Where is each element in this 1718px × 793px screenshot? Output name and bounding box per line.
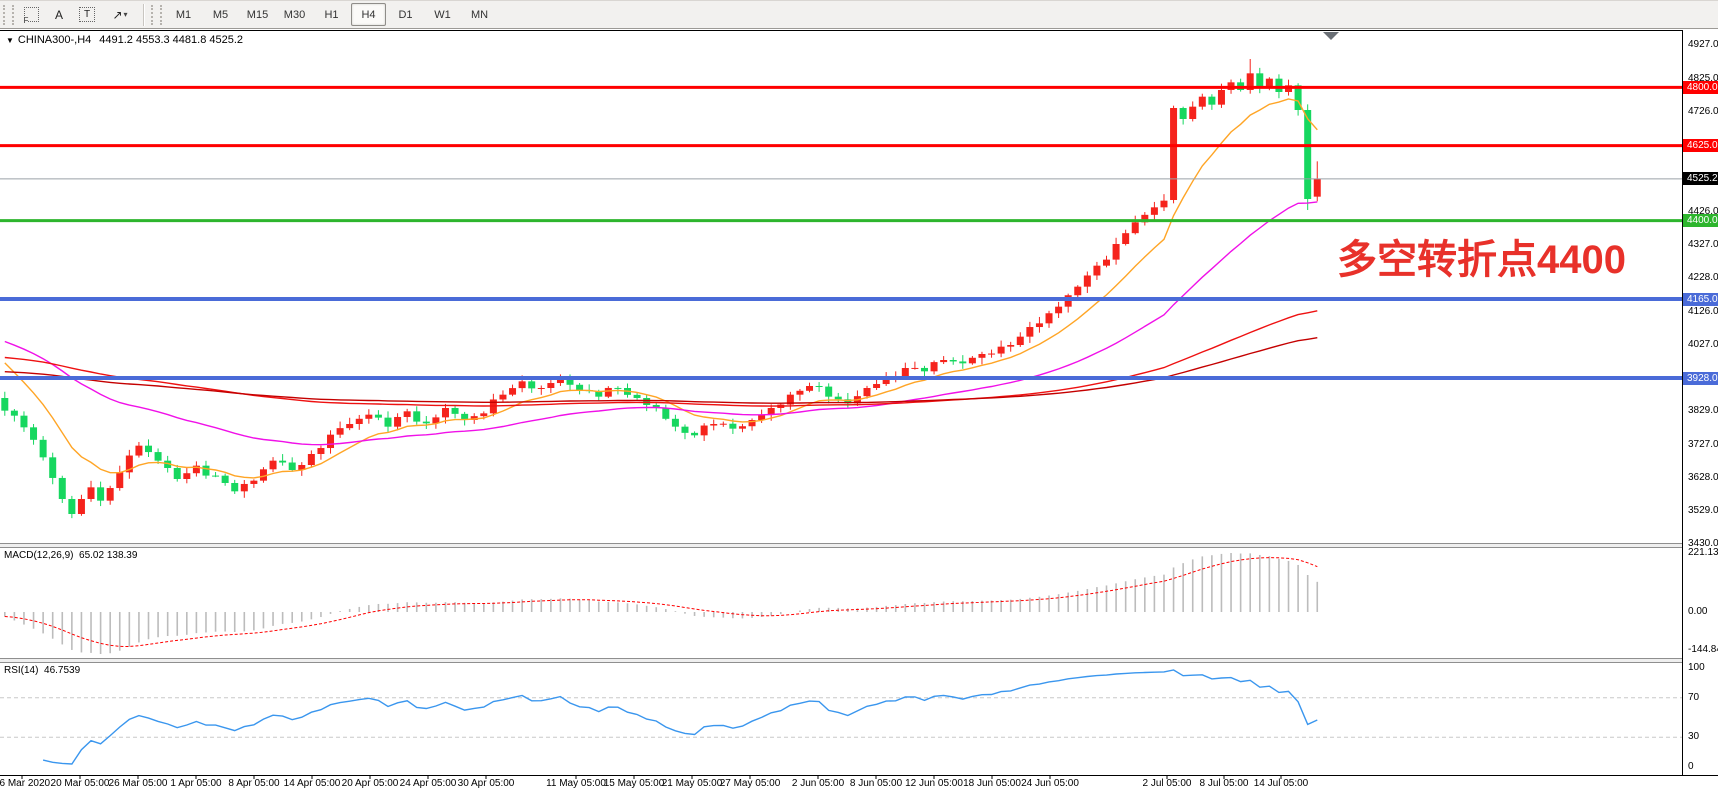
time-axis-label: 14 Apr 05:00 [283, 778, 341, 789]
top-toolbar: F A T ↗ ▾ M1 M5 M15 M30 H1 H4 D1 W1 MN [0, 0, 1718, 29]
timeframe-button-MN[interactable]: MN [470, 8, 489, 21]
symbol-ohlc-values: 4491.2 4553.3 4481.8 4525.2 [99, 34, 244, 46]
time-axis-label: 20 Apr 05:00 [341, 778, 399, 789]
chart-top-border [0, 30, 1718, 31]
price-tag-4800.0: 4800.0 [1683, 80, 1718, 94]
time-axis-label: 2 Jun 05:00 [791, 778, 845, 789]
price-tick-label: 3727.0 [1688, 439, 1718, 450]
time-axis-label: 16 Mar 2020 [0, 778, 51, 789]
time-axis-label: 27 May 05:00 [719, 778, 781, 789]
time-axis-label: 18 Jun 05:00 [963, 778, 1021, 789]
timeframe-button-M5[interactable]: M5 [212, 8, 229, 21]
rsi-axis-label: 0 [1688, 761, 1694, 772]
price-tag-4400.0: 4400.0 [1683, 214, 1718, 228]
time-axis-label: 12 Jun 05:00 [905, 778, 963, 789]
time-axis-label: 30 Apr 05:00 [457, 778, 515, 789]
rsi-panel-splitter[interactable] [0, 658, 1718, 663]
toolbar-drag-handle[interactable] [3, 4, 14, 25]
arrow-objects-tool-button[interactable]: ↗ ▾ [102, 3, 138, 27]
letter-a-icon: A [54, 7, 63, 22]
price-tick-label: 4426.0 [1688, 206, 1718, 217]
time-axis-label: 14 Jul 05:00 [1253, 778, 1309, 789]
price-axis[interactable]: 4927.0 4825.0 4726.0 4426.0 4327.0 4228.0 4126… [1683, 30, 1718, 775]
chevron-down-icon: ▾ [123, 10, 128, 19]
price-tick-label: 3628.0 [1688, 472, 1718, 483]
chart-annotation-text[interactable]: 多空转折点4400 [1337, 238, 1626, 282]
price-tick-label: 3529.0 [1688, 505, 1718, 516]
timeframe-button-H4[interactable]: H4 [351, 3, 386, 26]
time-axis-label: 8 Jun 05:00 [849, 778, 903, 789]
macd-axis-label: 0.00 [1688, 606, 1708, 617]
timeframe-button-M1[interactable]: M1 [175, 8, 192, 21]
dashed-box-f-icon: F [23, 7, 39, 25]
time-axis-label: 11 May 05:00 [546, 778, 606, 789]
drawing-tools-group: F A T ↗ ▾ [17, 1, 139, 28]
time-axis-label: 15 May 05:00 [603, 778, 665, 789]
price-tick-label: 4825.0 [1688, 73, 1718, 84]
price-tick-label: 4126.0 [1688, 306, 1718, 317]
price-tick-label: 3829.0 [1688, 405, 1718, 416]
price-tick-label: 4027.0 [1688, 339, 1718, 350]
price-tag-4165.0: 4165.0 [1683, 292, 1718, 306]
price-tick-label: 4927.0 [1688, 39, 1718, 50]
time-axis-label: 21 May 05:00 [661, 778, 723, 789]
symbol-name: CHINA300-,H4 [17, 34, 92, 46]
boxed-t-icon: T [79, 7, 95, 22]
price-tick-label: 4327.0 [1688, 239, 1718, 250]
ma-medium [4, 201, 1318, 446]
rsi-axis-label: 100 [1688, 662, 1705, 673]
macd-axis-label: -144.84 [1688, 644, 1718, 655]
time-axis-label: 8 Jul 05:00 [1199, 778, 1249, 789]
toolbar-separator [143, 3, 144, 26]
timeframe-button-M15[interactable]: M15 [246, 8, 269, 21]
time-axis-label: 24 Jun 05:00 [1021, 778, 1079, 789]
price-tick-label: 3430.0 [1688, 538, 1718, 549]
arrow-objects-icon: ↗ [112, 7, 123, 22]
macd-axis-label: 221.13 [1688, 547, 1718, 558]
price-tick-label: 4228.0 [1688, 272, 1718, 283]
price-tick-label: 4726.0 [1688, 106, 1718, 117]
rsi-axis-label: 30 [1688, 731, 1700, 742]
chart-shift-marker-icon[interactable] [1323, 32, 1339, 40]
rsi-label: RSI(14) 46.7539 [4, 665, 81, 676]
time-axis-label: 24 Apr 05:00 [399, 778, 457, 789]
symbol-dropdown-icon[interactable]: ▼ [6, 35, 14, 45]
timeframe-drag-handle[interactable] [151, 4, 162, 25]
text-box-tool-button[interactable]: T [74, 3, 100, 27]
price-tag-3928.0: 3928.0 [1683, 371, 1718, 385]
symbol-info-line: ▼ CHINA300-,H4 4491.2 4553.3 4481.8 4525… [6, 34, 243, 46]
current-price-tag: 4525.2 [1683, 172, 1718, 186]
time-axis-label: 1 Apr 05:00 [170, 778, 222, 789]
time-axis-border [0, 775, 1718, 776]
ma-slow [4, 310, 1318, 407]
price-tag-4625.0: 4625.0 [1683, 139, 1718, 153]
text-label-tool-button[interactable]: A [46, 3, 72, 27]
timeframe-button-M30[interactable]: M30 [283, 8, 306, 21]
timeframe-buttons-group: M1 M5 M15 M30 H1 H4 D1 W1 MN [165, 1, 498, 28]
time-axis-label: 8 Apr 05:00 [228, 778, 280, 789]
timeframe-button-D1[interactable]: D1 [398, 8, 413, 21]
price-axis-border [1682, 30, 1683, 775]
macd-label: MACD(12,26,9) 65.02 138.39 [4, 550, 138, 561]
indicator-f-tool-button[interactable]: F [18, 3, 44, 27]
time-axis-label: 26 Mar 05:00 [108, 778, 168, 789]
timeframe-button-H1[interactable]: H1 [324, 8, 339, 21]
ma-slowest [4, 337, 1318, 404]
rsi-axis-label: 70 [1688, 692, 1700, 703]
macd-panel-splitter[interactable] [0, 543, 1718, 548]
time-axis-label: 2 Jul 05:00 [1142, 778, 1192, 789]
ma-fast [4, 98, 1318, 479]
timeframe-button-W1[interactable]: W1 [434, 8, 451, 21]
time-axis-label: 20 Mar 05:00 [50, 778, 110, 789]
